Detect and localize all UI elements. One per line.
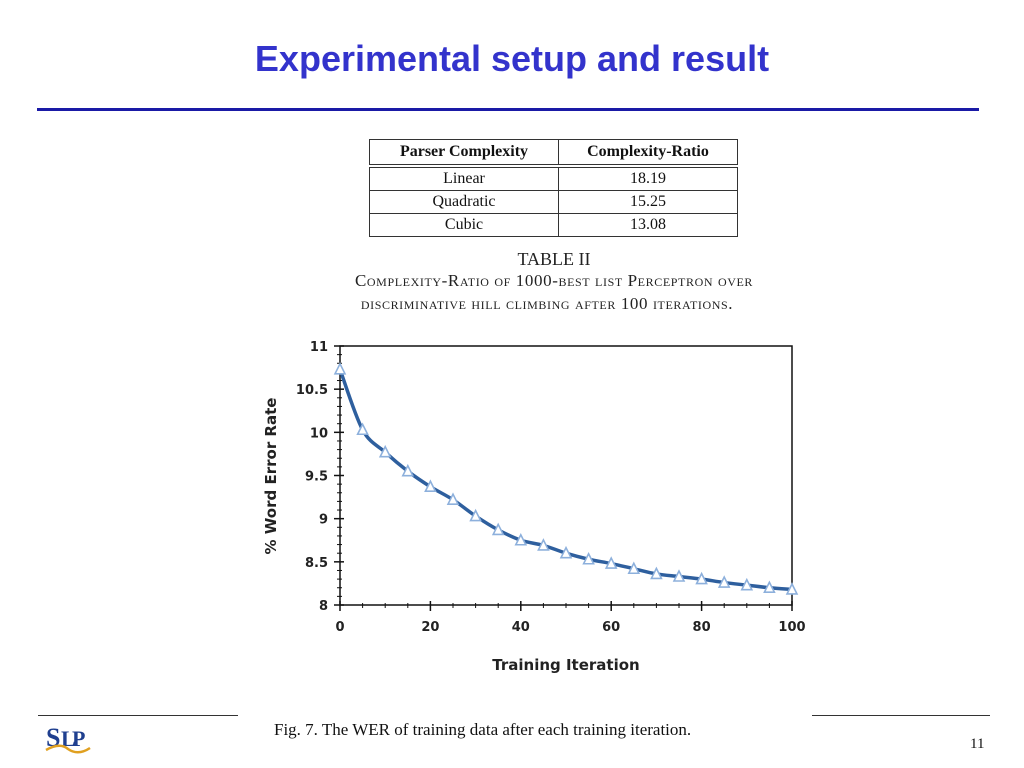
- data-point: [785, 582, 799, 595]
- table-header-cell: Complexity-Ratio: [558, 139, 738, 167]
- x-tick-label: 100: [778, 620, 805, 635]
- svg-text:P: P: [72, 726, 85, 751]
- complexity-table-container: Parser Complexity Complexity-Ratio Linea…: [369, 139, 738, 237]
- data-point: [514, 532, 528, 546]
- y-tick-label: 9.5: [305, 470, 328, 485]
- x-tick-label: 60: [602, 620, 620, 635]
- footer-rule-right: [812, 715, 990, 716]
- table-cell: 13.08: [558, 213, 738, 237]
- y-tick-label: 9: [319, 513, 328, 528]
- x-axis-label: Training Iteration: [492, 656, 639, 674]
- slide-title: Experimental setup and result: [254, 38, 770, 79]
- footer-rule-left: [38, 715, 238, 716]
- y-tick-label: 10: [310, 426, 328, 441]
- table-label: TABLE II: [517, 249, 591, 269]
- data-point: [378, 444, 392, 458]
- x-tick-label: 0: [335, 620, 344, 635]
- y-tick-label: 8: [319, 599, 328, 614]
- data-point: [672, 569, 686, 582]
- data-point: [582, 551, 595, 565]
- y-tick-label: 11: [310, 340, 328, 355]
- table-cell: Quadratic: [369, 190, 559, 214]
- wer-line-chart: 8 8.5 9 9.5 10 10.5 11 0 20 40 60 80 100 Training It…: [262, 340, 806, 674]
- data-point: [559, 545, 573, 559]
- svg-text:L: L: [61, 726, 76, 751]
- data-point: [627, 561, 641, 575]
- x-tick-label: 20: [421, 620, 439, 635]
- data-point: [740, 577, 754, 591]
- title-divider: [37, 108, 979, 111]
- data-point: [491, 522, 505, 536]
- page-number: 11: [970, 736, 985, 752]
- table-row: Cubic 13.08: [369, 213, 738, 237]
- table-caption-line: discriminative hill climbing after 100 i…: [360, 294, 734, 313]
- table-cell: 15.25: [558, 190, 738, 214]
- data-point: [717, 575, 731, 588]
- slp-logo: S L P: [44, 722, 94, 759]
- y-tick-label: 10.5: [296, 383, 328, 398]
- x-tick-label: 40: [512, 620, 530, 635]
- data-point: [469, 508, 482, 522]
- table-cell: Linear: [369, 165, 559, 191]
- y-axis-label: % Word Error Rate: [262, 398, 280, 555]
- data-point: [424, 479, 437, 493]
- data-point: [356, 422, 369, 436]
- table-row: Quadratic 15.25: [369, 190, 738, 214]
- data-point: [537, 538, 550, 551]
- x-tick-label: 80: [693, 620, 711, 635]
- table-header-cell: Parser Complexity: [369, 139, 559, 167]
- table-caption-line: Complexity-Ratio of 1000-best list Perce…: [354, 271, 754, 290]
- data-point: [446, 492, 460, 505]
- figure-caption: Fig. 7. The WER of training data after e…: [274, 720, 692, 739]
- table-cell: 18.19: [558, 165, 738, 191]
- y-tick-label: 8.5: [305, 556, 328, 571]
- data-point: [763, 580, 776, 594]
- table-cell: Cubic: [369, 213, 559, 237]
- complexity-ratio-table: Parser Complexity Complexity-Ratio Linea…: [369, 139, 738, 237]
- data-point: [333, 362, 347, 375]
- data-point: [401, 463, 415, 477]
- data-point: [650, 566, 663, 580]
- data-point: [695, 571, 708, 585]
- table-header-row: Parser Complexity Complexity-Ratio: [369, 139, 738, 167]
- table-row: Linear 18.19: [369, 165, 738, 191]
- data-point: [604, 556, 618, 569]
